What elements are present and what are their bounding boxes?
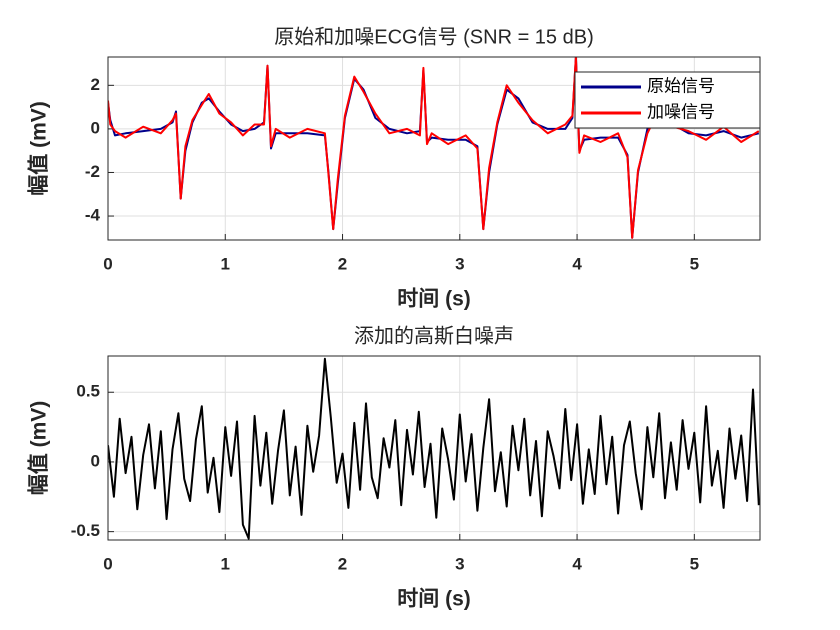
y-tick-label: -4: [85, 206, 101, 225]
x-tick-label: 0: [103, 254, 112, 273]
y-axis-label: 幅值 (mV): [27, 101, 51, 196]
y-tick-label: 2: [91, 75, 100, 94]
axes-bg: [108, 356, 760, 540]
x-tick-label: 5: [690, 554, 699, 573]
x-tick-label: 1: [221, 554, 230, 573]
x-tick-label: 2: [338, 554, 347, 573]
legend-box: [574, 71, 761, 129]
x-axis-label: 时间 (s): [397, 588, 471, 611]
x-axis-label: 时间 (s): [397, 288, 471, 311]
x-tick-label: 0: [103, 554, 112, 573]
x-tick-label: 5: [690, 254, 699, 273]
y-tick-label: -2: [85, 162, 100, 181]
line-series: [108, 57, 760, 239]
axes-box: [107, 56, 761, 241]
x-tick-label: 4: [572, 254, 582, 273]
chart-title: 原始和加噪ECG信号 (SNR = 15 dB): [274, 25, 594, 48]
x-tick-label: 4: [572, 554, 582, 573]
x-tick-label: 2: [338, 254, 347, 273]
axes-box: [107, 355, 761, 541]
legend-label: 原始信号: [647, 76, 715, 95]
x-tick-label: 3: [455, 554, 464, 573]
line-series: [108, 357, 760, 540]
y-tick-label: -0.5: [71, 521, 100, 540]
y-tick-label: 0: [91, 118, 100, 137]
legend-label: 加噪信号: [647, 102, 715, 121]
x-tick-label: 1: [221, 254, 230, 273]
chart-title: 添加的高斯白噪声: [354, 324, 514, 347]
y-tick-label: 0.5: [76, 382, 100, 401]
y-tick-label: 0: [91, 451, 100, 470]
x-tick-label: 3: [455, 254, 464, 273]
y-axis-label: 幅值 (mV): [27, 401, 51, 496]
